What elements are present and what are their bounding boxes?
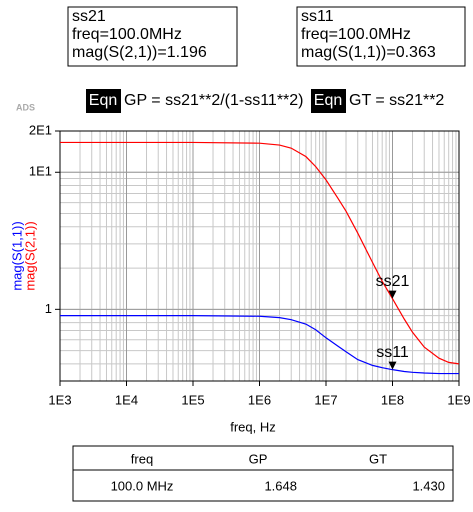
marker-box (67, 6, 238, 67)
marker-label: ss21 (376, 273, 410, 290)
x-axis-label: freq, Hz (230, 419, 276, 434)
table-cell: 1.648 (264, 478, 297, 493)
eqn-label: Eqn (314, 92, 342, 109)
marker-readout: freq=100.0MHz (301, 26, 411, 43)
series-line (60, 141, 460, 365)
y-axis-label: mag(S(1,1)) (9, 221, 24, 290)
table-cell: 1.430 (412, 478, 445, 493)
x-tick-label: 1E8 (381, 392, 404, 407)
table-cell: 100.0 MHz (111, 478, 174, 493)
y-tick-label: 1E1 (29, 164, 52, 179)
table-header: GT (369, 451, 387, 466)
marker-readout: mag(S(2,1))=1.196 (72, 44, 207, 61)
logo: ADS (16, 102, 35, 112)
marker-readout: freq=100.0MHz (72, 26, 182, 43)
y-tick-label: 2E1 (29, 122, 52, 137)
table-header: freq (131, 451, 153, 466)
x-tick-label: 1E4 (115, 392, 138, 407)
eqn-badge (86, 89, 121, 113)
marker-readout: ss21 (72, 8, 106, 25)
x-tick-label: 1E5 (181, 392, 204, 407)
eqn-label: Eqn (89, 92, 117, 109)
equation: GP = ss21**2/(1-ss11**2) (124, 92, 304, 109)
series-line (60, 315, 459, 375)
marker-readout: mag(S(1,1))=0.363 (301, 44, 436, 61)
marker-readout: ss11 (301, 8, 334, 25)
x-tick-label: 1E9 (447, 392, 470, 407)
table-frame (72, 445, 454, 502)
y-axis-label: mag(S(2,1)) (22, 221, 37, 290)
y-tick-label: 1 (45, 301, 52, 316)
marker-label: ss11 (376, 344, 409, 361)
equation: GT = ss21**2 (349, 92, 444, 109)
marker (388, 290, 397, 299)
plot-frame (59, 130, 460, 382)
eqn-badge (311, 89, 346, 113)
x-tick-label: 1E3 (48, 392, 71, 407)
marker (388, 361, 397, 370)
table-header: GP (249, 451, 268, 466)
marker-box (296, 6, 466, 67)
x-tick-label: 1E6 (248, 392, 271, 407)
x-tick-label: 1E7 (314, 392, 337, 407)
